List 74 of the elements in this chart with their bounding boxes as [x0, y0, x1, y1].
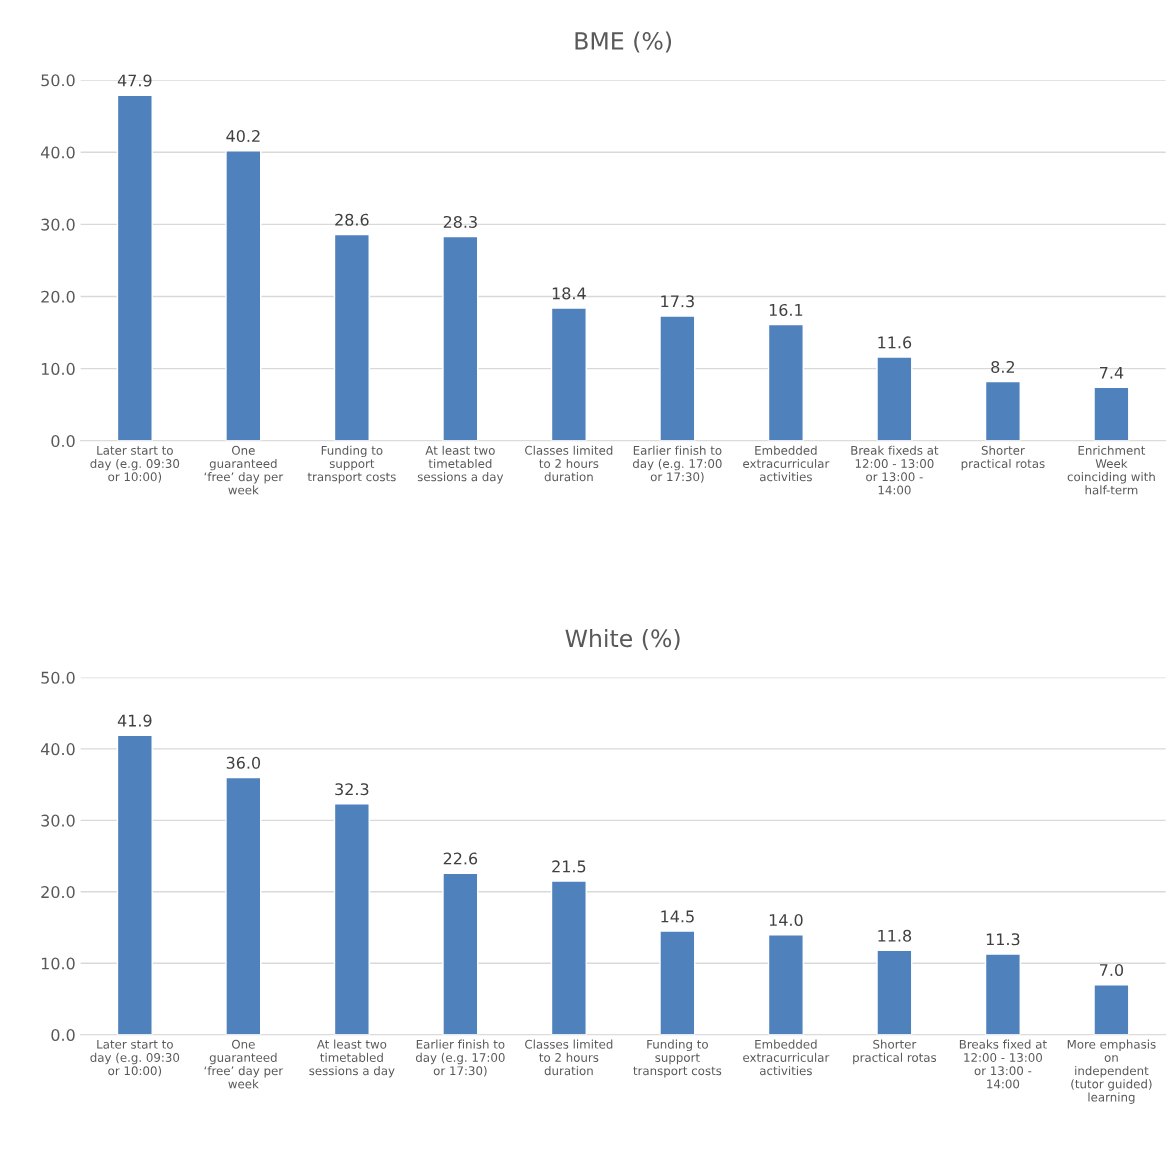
x-tick-label: Classes limited to 2 hours duration	[525, 445, 613, 482]
data-label: 41.9	[117, 714, 152, 727]
x-tick-label: More emphasis on independent (tutor guided) learning	[1067, 1039, 1156, 1104]
x-tick-label: Embedded extracurricular activities	[743, 445, 830, 482]
data-label: 8.2	[991, 360, 1014, 373]
x-tick-label: Breaks fixed at 12:00 - 13:00 or 13:00 - 14:00	[959, 1039, 1047, 1089]
bar	[225, 150, 262, 441]
y-tick-label: 10.0	[41, 957, 75, 970]
bar	[659, 930, 696, 1035]
bar	[984, 953, 1021, 1035]
data-label: 18.4	[552, 287, 586, 300]
y-tick-label: 20.0	[41, 886, 75, 899]
y-tick-label: 40.0	[40, 146, 75, 159]
bar	[225, 776, 262, 1035]
chart-title: BME (%)	[575, 31, 672, 53]
chart-title: White (%)	[565, 628, 680, 650]
x-tick-label: Classes limited to 2 hours duration	[525, 1039, 613, 1076]
bar	[116, 734, 153, 1035]
y-tick-label: 10.0	[41, 362, 75, 375]
data-label: 47.9	[117, 74, 152, 87]
x-tick-label: One guaranteed ‘free’ day per week	[204, 445, 284, 495]
data-label: 40.2	[226, 130, 260, 143]
y-tick-label: 0.0	[51, 1028, 75, 1042]
bar	[333, 803, 370, 1035]
bar	[1093, 984, 1130, 1035]
y-tick-label: 40.0	[40, 743, 75, 756]
y-tick-label: 50.0	[41, 671, 75, 684]
x-tick-label: Embedded extracurricular activities	[743, 1039, 830, 1076]
x-tick-label: At least two timetabled sessions a day	[309, 1039, 395, 1078]
y-tick-label: 20.0	[41, 290, 75, 303]
y-tick-label: 50.0	[41, 74, 75, 87]
data-label: 14.0	[769, 913, 803, 927]
x-tick-label: Funding to support transport costs	[633, 1039, 722, 1078]
bar	[550, 307, 587, 441]
y-tick-label: 0.0	[51, 435, 75, 448]
data-label: 22.6	[443, 852, 478, 865]
data-label: 28.3	[443, 215, 477, 228]
data-label: 14.5	[661, 910, 694, 923]
bar	[333, 233, 370, 441]
data-label: 7.0	[1100, 963, 1124, 977]
x-tick-label: Later start to day (e.g. 09:30 or 10:00)	[90, 446, 180, 483]
data-label: 11.8	[878, 929, 912, 942]
bar	[659, 315, 696, 441]
bar	[550, 880, 587, 1035]
data-label: 36.0	[226, 756, 261, 769]
bar	[442, 872, 479, 1035]
data-label: 21.5	[552, 860, 586, 873]
x-tick-label: One guaranteed ‘free’ day per week	[204, 1039, 284, 1089]
data-label: 11.6	[878, 336, 912, 349]
x-tick-label: Later start to day (e.g. 09:30 or 10:00)	[90, 1039, 180, 1077]
x-tick-label: Funding to support transport costs	[307, 445, 396, 484]
data-label: 17.3	[661, 295, 694, 308]
x-tick-label: Earlier finish to day (e.g. 17:00 or 17:30)	[415, 1039, 505, 1077]
data-label: 11.3	[986, 933, 1020, 946]
bar	[1093, 386, 1130, 441]
data-label: 7.4	[1100, 366, 1124, 379]
x-tick-label: At least two timetabled sessions a day	[417, 445, 504, 484]
y-tick-label: 30.0	[41, 814, 75, 827]
data-label: 16.1	[769, 303, 803, 316]
bar	[767, 933, 804, 1035]
y-tick-label: 30.0	[41, 218, 75, 231]
bar	[767, 323, 804, 441]
bar	[876, 949, 913, 1035]
data-label: 32.3	[335, 783, 369, 796]
x-tick-label: Enrichment Week coinciding with half-term	[1067, 445, 1155, 495]
x-tick-label: Earlier finish to day (e.g. 17:00 or 17:30)	[632, 445, 722, 483]
x-tick-label: Shorter practical rotas	[853, 1039, 937, 1065]
bar	[442, 235, 479, 441]
bar	[876, 356, 913, 441]
x-tick-label: Break fixeds at 12:00 - 13:00 or 13:00 - 14:00	[851, 445, 939, 495]
bar	[116, 94, 153, 441]
data-label: 28.6	[335, 213, 369, 226]
x-tick-label: Shorter practical rotas	[961, 445, 1045, 471]
bar	[984, 380, 1021, 441]
